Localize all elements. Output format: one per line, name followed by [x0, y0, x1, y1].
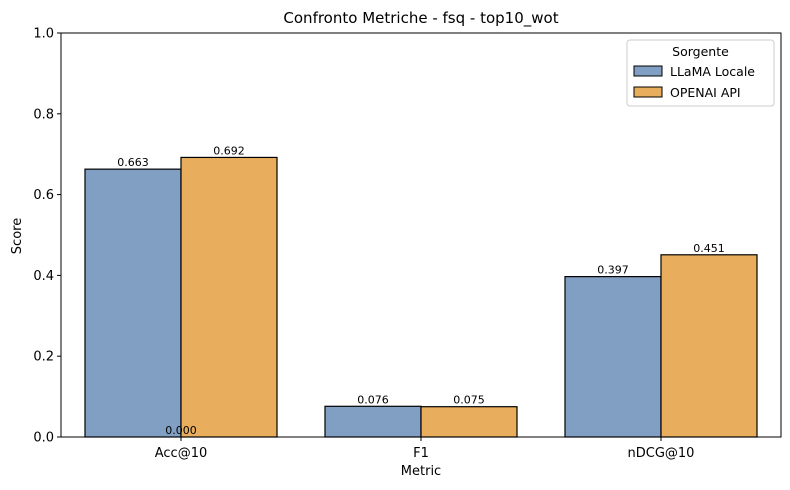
x-axis-label: Metric: [401, 464, 441, 479]
y-tick-label: 0.0: [33, 431, 54, 446]
plot-area: 0.663 0.076 0.397 0.692 0.075 0.451 0.000 0.0 0.…: [33, 27, 782, 461]
bar: [660, 254, 758, 438]
y-tick-label: 0.4: [33, 269, 54, 284]
bar: [324, 405, 422, 438]
legend-label: OPENAI API: [670, 85, 741, 100]
y-tick-label: 1.0: [33, 27, 54, 42]
x-tick-label: nDCG@10: [628, 446, 695, 461]
bar-value-label: 0.692: [213, 144, 245, 157]
legend-swatch: [633, 65, 663, 77]
legend-label: LLaMA Locale: [670, 64, 755, 79]
legend: Sorgente LLaMA Locale OPENAI API: [626, 39, 775, 107]
legend-swatch: [633, 86, 663, 98]
annotation-label: 0.000: [165, 424, 197, 437]
x-tick-label: F1: [413, 446, 429, 461]
legend-title: Sorgente: [672, 44, 729, 59]
y-tick-label: 0.8: [33, 107, 54, 122]
bar: [420, 406, 518, 438]
y-tick-label: 0.6: [33, 188, 54, 203]
bar-value-label: 0.397: [597, 264, 629, 277]
x-tick-label: Acc@10: [155, 446, 208, 461]
legend-box: [626, 39, 775, 107]
bar: [180, 156, 278, 438]
bar-value-label: 0.075: [453, 394, 485, 407]
y-axis-label: Score: [10, 218, 25, 254]
bar-value-label: 0.076: [357, 393, 389, 406]
chart-title: Confronto Metriche - fsq - top10_wot: [283, 9, 558, 28]
y-tick-label: 0.2: [33, 350, 54, 365]
bar-value-label: 0.663: [117, 156, 149, 169]
bar-value-label: 0.451: [693, 242, 725, 255]
bar: [84, 168, 182, 438]
bar: [564, 276, 662, 438]
